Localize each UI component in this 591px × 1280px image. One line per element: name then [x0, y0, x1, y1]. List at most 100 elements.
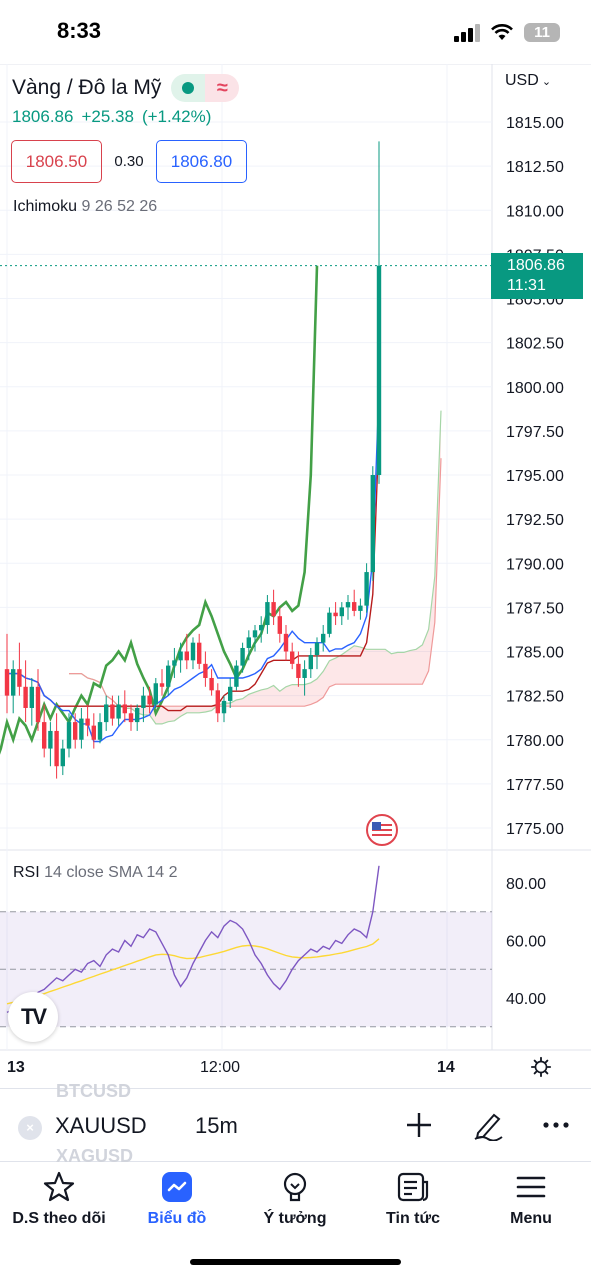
candle-body — [66, 722, 72, 749]
candle-body — [352, 602, 357, 611]
tab-ideas[interactable]: Ý tưởng — [236, 1170, 354, 1228]
candle-body — [259, 625, 264, 631]
rsi-ma-line — [6, 938, 380, 1005]
tab-label-news: Tin tức — [386, 1210, 440, 1227]
symbol-search-button[interactable]: XAUUSD — [55, 1113, 147, 1138]
time-axis[interactable]: 13 12:00 14 — [0, 1054, 591, 1084]
more-icon[interactable] — [540, 1109, 572, 1141]
currency-selector[interactable]: USD ⌄ — [505, 72, 551, 90]
price-change: +25.38 — [81, 107, 134, 126]
rsi-tick-label: 80.00 — [506, 876, 546, 893]
candle-body — [141, 695, 146, 708]
indicator-name: Ichimoku — [13, 198, 78, 215]
market-status-pill[interactable]: ≈ — [171, 74, 240, 102]
wave-icon: ≈ — [205, 74, 240, 102]
candle-body — [246, 637, 251, 648]
candle-body — [333, 612, 338, 617]
price-tick-label: 1777.50 — [506, 777, 564, 794]
candle-body — [221, 700, 227, 714]
candle-body — [321, 633, 326, 643]
candle-body — [283, 633, 289, 652]
drawing-tools-icon[interactable] — [472, 1109, 504, 1141]
candle-body — [271, 602, 276, 617]
tab-label-menu: Menu — [510, 1210, 552, 1227]
interval-button[interactable]: 15m — [195, 1113, 238, 1138]
ichimoku-cloud — [69, 410, 442, 725]
candle-body — [203, 663, 208, 678]
chart-icon — [162, 1172, 192, 1202]
candle-body — [135, 707, 140, 723]
ichimoku-lines — [0, 265, 492, 755]
news-icon — [397, 1172, 429, 1202]
rsi-legend[interactable]: RSI 14 close SMA 14 2 — [13, 864, 178, 882]
indicator-legend[interactable]: Ichimoku 9 26 52 26 — [13, 198, 157, 216]
prev-symbol-ghost[interactable]: BTCUSD — [56, 1081, 131, 1101]
tab-chart[interactable]: Biểu đồ — [118, 1170, 236, 1228]
candle-body — [4, 669, 10, 696]
price-tick-label: 1812.50 — [506, 159, 564, 176]
candle-body — [358, 605, 363, 611]
candle-body — [153, 683, 158, 705]
indicator-params: 9 26 52 26 — [81, 198, 158, 215]
star-icon — [43, 1171, 75, 1202]
candle-body — [302, 669, 307, 678]
price-tick-label: 1795.00 — [506, 468, 564, 485]
tradingview-logo[interactable]: TV — [8, 992, 58, 1042]
add-indicator-icon[interactable] — [403, 1109, 435, 1141]
candle-body — [197, 642, 202, 664]
next-symbol-ghost[interactable]: XAGUSD — [56, 1146, 134, 1166]
candle-body — [11, 669, 16, 696]
candle-body — [91, 725, 96, 740]
candle-body — [178, 651, 183, 661]
candle-body — [209, 677, 214, 691]
candle-body — [345, 602, 351, 608]
candle-body — [166, 665, 171, 687]
price-tick-label: 1792.50 — [506, 512, 564, 529]
candle-body — [277, 616, 282, 634]
candle-body — [234, 665, 239, 687]
time-label-13: 13 — [7, 1059, 25, 1076]
candle-body — [240, 647, 245, 666]
price-tick-label: 1800.00 — [506, 380, 564, 397]
candle-body — [327, 612, 332, 634]
tab-label-chart: Biểu đồ — [147, 1210, 207, 1227]
symbol-toolbar: BTCUSD XAGUSD × XAUUSD 15m — [0, 1081, 591, 1166]
wifi-icon — [491, 24, 513, 40]
close-icon[interactable]: × — [18, 1116, 42, 1140]
bid-ask-panel: 1806.50 0.30 1806.80 — [11, 140, 247, 183]
price-tag-value: 1806.86 — [507, 257, 565, 274]
buy-button[interactable]: 1806.80 — [156, 140, 247, 183]
candle-body — [364, 572, 369, 606]
candle-body — [296, 663, 301, 678]
price-tick-label: 1802.50 — [506, 336, 564, 353]
price-tick-label: 1810.00 — [506, 203, 564, 220]
bottom-tab-bar: D.S theo dõi Biểu đồ Ý tưởng Tin tức — [0, 1162, 591, 1280]
candle-body — [314, 642, 320, 656]
candle-body — [172, 660, 177, 666]
price-tick-label: 1787.50 — [506, 600, 564, 617]
tab-news[interactable]: Tin tức — [354, 1170, 472, 1228]
settings-icon[interactable] — [530, 1056, 552, 1078]
price-tick-label: 1780.00 — [506, 733, 564, 750]
candle-body — [73, 722, 78, 740]
symbol-title[interactable]: Vàng / Đô la Mỹ — [12, 76, 162, 99]
candle-body — [23, 686, 28, 708]
price-tick-label: 1785.00 — [506, 645, 564, 662]
rsi-name: RSI — [13, 864, 40, 881]
candle-body — [42, 722, 47, 749]
price-tick-label: 1782.50 — [506, 689, 564, 706]
rsi-tick-label: 60.00 — [506, 934, 546, 951]
candle-body — [228, 686, 233, 701]
last-price: 1806.86 — [12, 107, 74, 126]
candle-body — [215, 690, 220, 714]
candle-body — [370, 475, 375, 573]
tab-watchlist[interactable]: D.S theo dõi — [0, 1170, 118, 1228]
bulb-icon — [283, 1172, 307, 1202]
tab-menu[interactable]: Menu — [472, 1170, 590, 1228]
candle-body — [116, 704, 121, 719]
news-flag-icon[interactable] — [366, 814, 398, 846]
price-tick-label: 1775.00 — [506, 821, 564, 838]
price-axis: 1815.001812.501810.001807.501805.001802.… — [506, 115, 564, 1008]
candle-body — [104, 704, 109, 723]
sell-button[interactable]: 1806.50 — [11, 140, 102, 183]
